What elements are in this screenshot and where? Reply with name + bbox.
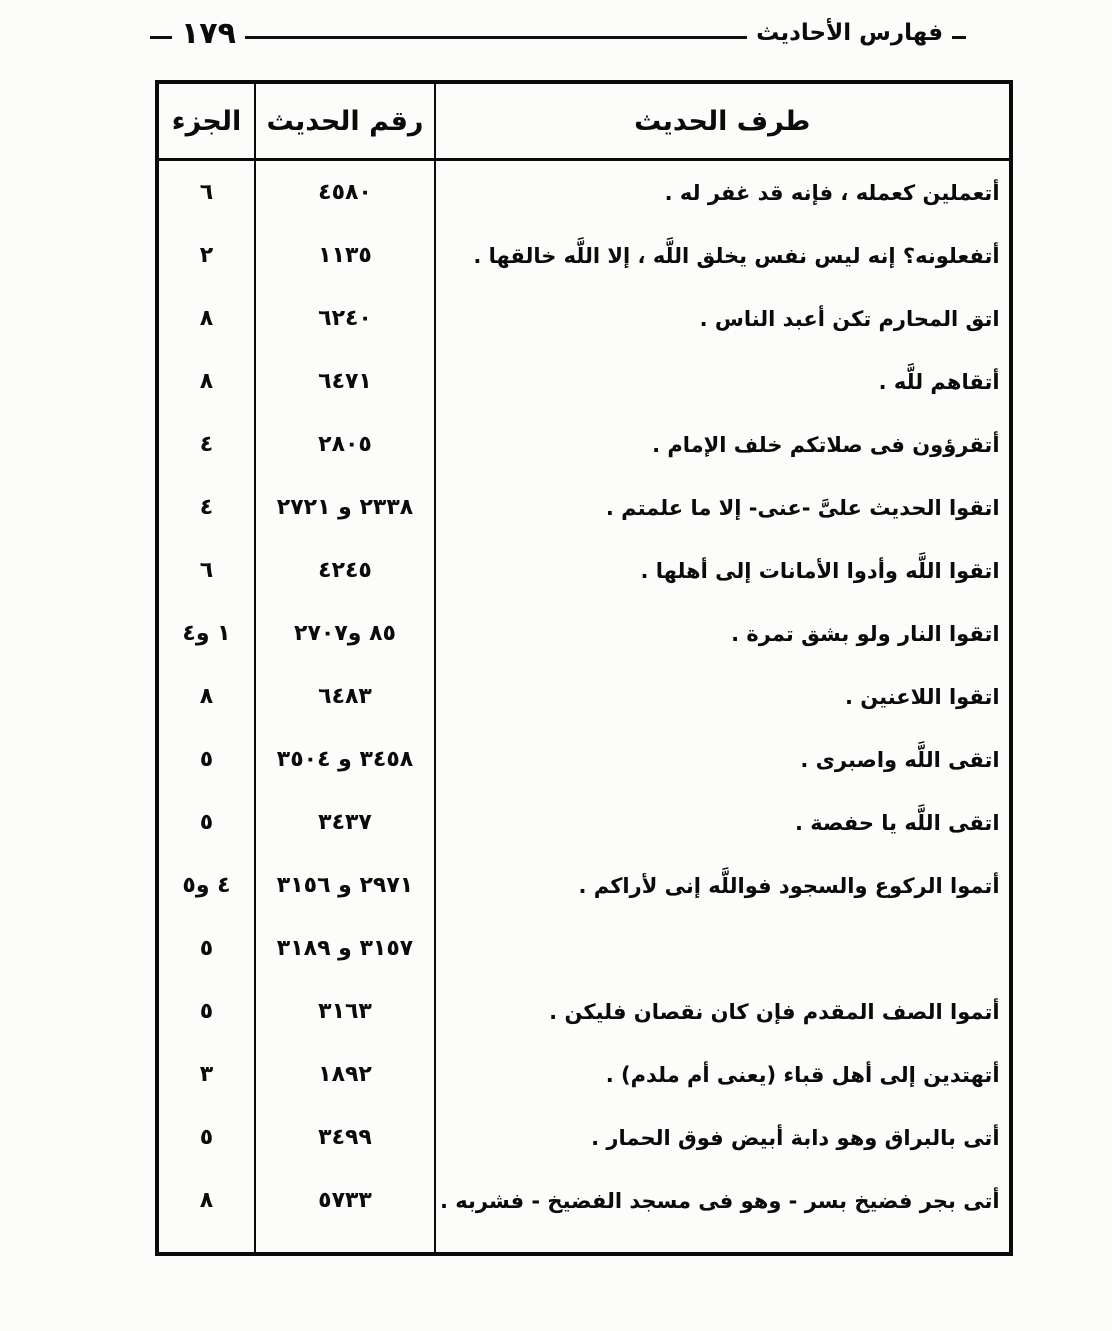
hadith-number-cell: ٣٤٥٨ و ٣٥٠٤ [254, 728, 435, 791]
hadith-text-cell: اتقوا اللاعنين . [434, 665, 1011, 728]
hadith-number-cell: ٥٧٣٣ [254, 1169, 435, 1232]
part-cell: ٣ [199, 1062, 214, 1087]
table-bottom-spacer-row [157, 1232, 1011, 1254]
header-right-dash [952, 35, 966, 39]
part-cell: ٥ [199, 747, 214, 772]
hadith-text-cell: أتى بجر فضيخ بسر - وهو فى مسجد الفضيخ - … [434, 1169, 1011, 1232]
part-cell: ٤ [199, 495, 214, 520]
spacer-cell [434, 1232, 1011, 1254]
hadith-number-cell: ٦٤٧١ [254, 350, 435, 413]
hadith-number-cell: ٦٢٤٠ [254, 287, 435, 350]
hadith-number-cell: ٢٩٧١ و ٣١٥٦ [254, 854, 435, 917]
header-rule [244, 35, 748, 39]
spacer-cell [254, 1232, 435, 1254]
hadith-text-cell: اتقوا الحديث علىَّ -عنى- إلا ما علمتم . [434, 476, 1011, 539]
table-row: أتقاهم للَّه . ٦٤٧١ ٨ [157, 350, 1011, 413]
hadith-number-cell: ٣١٥٧ و ٣١٨٩ [254, 917, 435, 980]
hadith-number-cell: ٣٤٩٩ [254, 1106, 435, 1169]
part-cell: ٨ [199, 369, 214, 394]
hadith-number-cell: ٤٢٤٥ [254, 539, 435, 602]
header-left-dash [150, 35, 172, 39]
table-row: أتفعلونه؟ إنه ليس نفس يخلق اللَّه ، إلا … [157, 224, 1011, 287]
hadith-number-cell: ١١٣٥ [254, 224, 435, 287]
hadith-number-cell: ٣٤٣٧ [254, 791, 435, 854]
hadith-text-cell: أتقاهم للَّه . [434, 350, 1011, 413]
table-body: أتعملين كعمله ، فإنه قد غفر له . ٤٥٨٠ ٦ … [157, 159, 1011, 1254]
hadith-number-cell: ٨٥ و٢٧٠٧ [254, 602, 435, 665]
table-row: أتقرؤون فى صلاتكم خلف الإمام . ٢٨٠٥ ٤ [157, 413, 1011, 476]
hadith-text-cell: اتق المحارم تكن أعبد الناس . [434, 287, 1011, 350]
part-cell: ٨ [199, 306, 214, 331]
hadith-number-cell: ٢٣٣٨ و ٢٧٢١ [254, 476, 435, 539]
table-row: أتهتدين إلى أهل قباء (يعنى أم ملدم) . ١٨… [157, 1043, 1011, 1106]
hadith-text-cell: أتموا الركوع والسجود فواللَّه إنى لأراكم… [434, 854, 1011, 917]
table-row: اتقوا النار ولو بشق تمرة . ٨٥ و٢٧٠٧ ١ و٤ [157, 602, 1011, 665]
part-cell: ٥ [199, 936, 214, 961]
hadith-text-cell: أتى بالبراق وهو دابة أبيض فوق الحمار . [434, 1106, 1011, 1169]
page-title: فهارس الأحاديث [756, 19, 943, 46]
table-row: أتى بالبراق وهو دابة أبيض فوق الحمار . ٣… [157, 1106, 1011, 1169]
hadith-text-cell: اتقى اللَّه يا حفصة . [434, 791, 1011, 854]
page-header: ١٧٩ فهارس الأحاديث [150, 16, 966, 52]
part-cell: ٥ [199, 1125, 214, 1150]
hadith-number-cell: ٢٨٠٥ [254, 413, 435, 476]
part-cell: ٨ [199, 684, 214, 709]
column-header-hadith-text: طرف الحديث [434, 82, 1011, 161]
part-cell: ٦ [199, 558, 214, 583]
page-number: ١٧٩ [181, 16, 236, 51]
hadith-text-cell [434, 917, 1011, 980]
table-row: أتعملين كعمله ، فإنه قد غفر له . ٤٥٨٠ ٦ [157, 159, 1011, 224]
table-row: اتقى اللَّه يا حفصة . ٣٤٣٧ ٥ [157, 791, 1011, 854]
table-row: اتقوا الحديث علىَّ -عنى- إلا ما علمتم . … [157, 476, 1011, 539]
hadith-text-cell: اتقوا اللَّه وأدوا الأمانات إلى أهلها . [434, 539, 1011, 602]
hadith-text-cell: أتقرؤون فى صلاتكم خلف الإمام . [434, 413, 1011, 476]
table-row: أتموا الصف المقدم فإن كان نقصان فليكن . … [157, 980, 1011, 1043]
part-cell: ٥ [199, 999, 214, 1024]
table-header-row: طرف الحديث رقم الحديث الجزء [157, 82, 1011, 161]
table-row: اتق المحارم تكن أعبد الناس . ٦٢٤٠ ٨ [157, 287, 1011, 350]
hadith-text-cell: أتموا الصف المقدم فإن كان نقصان فليكن . [434, 980, 1011, 1043]
hadith-number-cell: ٣١٦٣ [254, 980, 435, 1043]
hadith-text-cell: أتفعلونه؟ إنه ليس نفس يخلق اللَّه ، إلا … [434, 224, 1011, 287]
hadith-text-cell: اتقى اللَّه واصبرى . [434, 728, 1011, 791]
table-row: اتقوا اللَّه وأدوا الأمانات إلى أهلها . … [157, 539, 1011, 602]
hadith-text-cell: أتهتدين إلى أهل قباء (يعنى أم ملدم) . [434, 1043, 1011, 1106]
hadith-number-cell: ١٨٩٢ [254, 1043, 435, 1106]
table-row: اتقى اللَّه واصبرى . ٣٤٥٨ و ٣٥٠٤ ٥ [157, 728, 1011, 791]
part-cell: ٥ [199, 810, 214, 835]
part-cell: ٤ و٥ [182, 873, 231, 898]
part-cell: ٢ [199, 243, 214, 268]
spacer-cell [157, 1232, 255, 1254]
column-header-part: الجزء [157, 82, 255, 161]
table-row: ٣١٥٧ و ٣١٨٩ ٥ [157, 917, 1011, 980]
table-row: أتموا الركوع والسجود فواللَّه إنى لأراكم… [157, 854, 1011, 917]
hadith-text-cell: أتعملين كعمله ، فإنه قد غفر له . [434, 159, 1011, 224]
table-row: اتقوا اللاعنين . ٦٤٨٣ ٨ [157, 665, 1011, 728]
hadith-number-cell: ٦٤٨٣ [254, 665, 435, 728]
part-cell: ٤ [199, 432, 214, 457]
part-cell: ٨ [199, 1188, 214, 1213]
part-cell: ١ و٤ [182, 621, 231, 646]
part-cell: ٦ [199, 180, 214, 205]
hadith-number-cell: ٤٥٨٠ [254, 159, 435, 224]
table-row: أتى بجر فضيخ بسر - وهو فى مسجد الفضيخ - … [157, 1169, 1011, 1232]
hadith-text-cell: اتقوا النار ولو بشق تمرة . [434, 602, 1011, 665]
hadith-index-table: طرف الحديث رقم الحديث الجزء أتعملين كعمل… [155, 80, 1013, 1256]
column-header-hadith-number: رقم الحديث [254, 82, 435, 161]
